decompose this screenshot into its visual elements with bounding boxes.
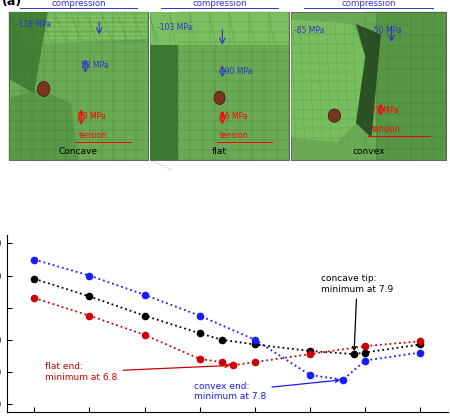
Text: concave tip:
minimum at 7.9: concave tip: minimum at 7.9 — [321, 274, 393, 350]
Ellipse shape — [37, 82, 50, 97]
Text: tension: tension — [220, 131, 248, 140]
Text: 86 MPa: 86 MPa — [220, 111, 247, 121]
Ellipse shape — [328, 109, 341, 122]
Bar — [150, 12, 289, 160]
Polygon shape — [9, 12, 48, 94]
Polygon shape — [150, 45, 178, 160]
Text: -90 MPa: -90 MPa — [222, 67, 253, 76]
Text: Concave: Concave — [59, 146, 98, 156]
Polygon shape — [291, 20, 365, 142]
Text: 77 MPa: 77 MPa — [371, 106, 399, 115]
Ellipse shape — [214, 91, 225, 104]
Text: 58 MPa: 58 MPa — [81, 61, 109, 70]
Text: flat: flat — [212, 146, 227, 156]
Text: compression: compression — [341, 0, 396, 8]
Text: compression: compression — [192, 0, 247, 8]
Polygon shape — [9, 12, 148, 45]
Text: -103 MPa: -103 MPa — [157, 23, 192, 32]
Text: -85 MPa: -85 MPa — [294, 26, 324, 35]
Polygon shape — [356, 24, 381, 138]
Bar — [291, 12, 446, 160]
Polygon shape — [150, 12, 289, 45]
Text: -118 MPa: -118 MPa — [16, 20, 51, 29]
Text: tension: tension — [371, 125, 400, 134]
Text: tension: tension — [78, 131, 107, 140]
Bar — [9, 12, 148, 160]
Polygon shape — [9, 89, 78, 160]
Text: -50 MPa: -50 MPa — [371, 26, 402, 35]
Text: (a): (a) — [2, 0, 23, 8]
Text: 89 MPa: 89 MPa — [78, 111, 106, 121]
Text: flat end:
minimum at 6.8: flat end: minimum at 6.8 — [45, 362, 229, 382]
Text: convex end:
minimum at 7.8: convex end: minimum at 7.8 — [194, 379, 339, 401]
Text: compression: compression — [51, 0, 106, 8]
Polygon shape — [376, 12, 446, 160]
Text: convex: convex — [352, 146, 385, 156]
